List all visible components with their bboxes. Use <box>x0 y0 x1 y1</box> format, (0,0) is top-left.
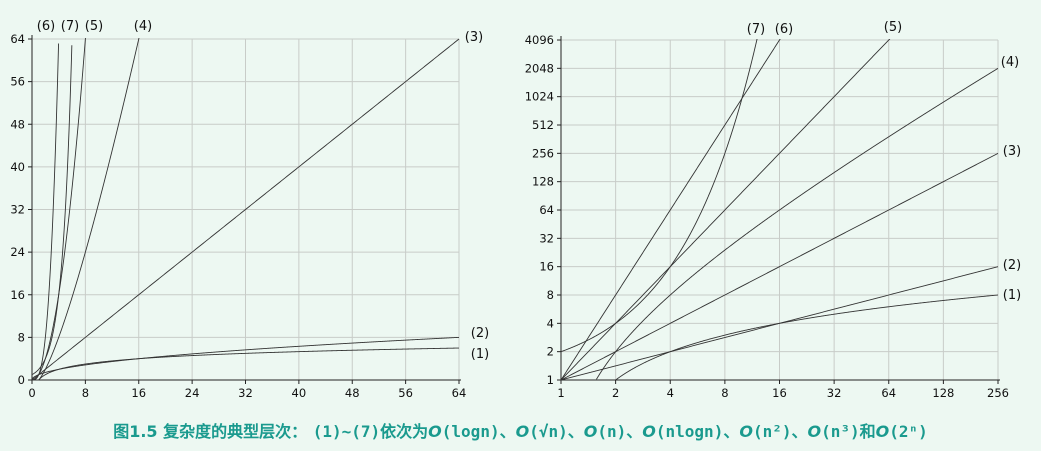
x-tick-label: 32 <box>238 386 253 400</box>
x-tick-label: 4 <box>667 386 674 400</box>
caption-big-o-7: O <box>876 422 890 441</box>
caption-big-o-6: O <box>808 422 822 441</box>
series-label: (6) <box>37 19 55 34</box>
caption-big-o-2: O <box>516 422 530 441</box>
series-label: (4) <box>134 19 152 34</box>
series-label: (3) <box>1003 144 1021 159</box>
y-tick-label: 1 <box>547 373 554 387</box>
x-tick-label: 2 <box>612 386 619 400</box>
curve-log2 <box>616 295 998 380</box>
y-tick-label: 48 <box>10 117 25 131</box>
caption-item-1: (logn) <box>442 422 500 441</box>
y-tick-label: 1024 <box>525 90 554 104</box>
x-tick-label: 24 <box>185 386 200 400</box>
y-tick-label: 32 <box>539 231 554 245</box>
caption-title: 复杂度的典型层次： <box>163 422 307 441</box>
curve-nlogn <box>596 68 998 379</box>
series-label: (7) <box>747 22 765 37</box>
y-tick-label: 8 <box>547 288 554 302</box>
y-tick-label: 64 <box>10 32 25 46</box>
series-label: (5) <box>85 19 103 34</box>
series-label: (3) <box>465 30 483 45</box>
caption-sep-5: 、 <box>791 422 807 441</box>
y-tick-label: 8 <box>18 330 25 344</box>
caption-item-7: (2ⁿ) <box>889 422 928 441</box>
x-tick-label: 16 <box>772 386 787 400</box>
y-tick-label: 2 <box>547 345 554 359</box>
caption-joiner: 依次为 <box>380 422 428 441</box>
caption-big-o-3: O <box>584 422 598 441</box>
y-tick-label: 4096 <box>525 33 554 47</box>
series-label: (7) <box>61 19 79 34</box>
y-tick-label: 128 <box>532 175 554 189</box>
caption-big-o-4: O <box>642 422 656 441</box>
x-tick-label: 256 <box>987 386 1009 400</box>
y-tick-label: 4 <box>547 316 554 330</box>
y-tick-label: 24 <box>10 245 25 259</box>
caption-item-6: (n³) <box>821 422 860 441</box>
x-tick-label: 16 <box>131 386 146 400</box>
y-tick-label: 40 <box>10 160 25 174</box>
caption-label: 图1.5 <box>113 422 157 441</box>
x-tick-label: 64 <box>452 386 467 400</box>
x-tick-label: 8 <box>721 386 728 400</box>
curve-n2 <box>561 38 890 380</box>
series-label: (1) <box>1003 288 1021 303</box>
y-tick-label: 256 <box>532 146 554 160</box>
caption-item-4: (nlogn) <box>656 422 723 441</box>
caption-item-2: (√n) <box>529 422 568 441</box>
y-tick-label: 56 <box>10 75 25 89</box>
caption-sep-3: 、 <box>626 422 642 441</box>
y-tick-label: 512 <box>532 118 554 132</box>
y-tick-label: 16 <box>539 260 554 274</box>
x-tick-label: 1 <box>557 386 564 400</box>
series-label: (5) <box>884 20 902 35</box>
y-tick-label: 0 <box>18 373 25 387</box>
series-label: (6) <box>775 22 793 37</box>
x-tick-label: 56 <box>398 386 413 400</box>
caption-sep-4: 、 <box>723 422 739 441</box>
y-tick-label: 16 <box>10 288 25 302</box>
caption-big-o-1: O <box>428 422 442 441</box>
caption-sep-1: 、 <box>500 422 516 441</box>
series-label: (4) <box>1001 55 1019 70</box>
x-tick-label: 64 <box>881 386 896 400</box>
x-tick-label: 8 <box>82 386 89 400</box>
curve-nlogn <box>32 31 140 380</box>
curve-n2 <box>32 30 86 380</box>
x-tick-label: 32 <box>827 386 842 400</box>
y-tick-label: 2048 <box>525 61 554 75</box>
caption-item-3: (n) <box>597 422 626 441</box>
figure-caption: 图1.5 复杂度的典型层次： (1)~(7)依次为O(logn)、O(√n)、O… <box>0 418 1041 442</box>
y-tick-label: 32 <box>10 203 25 217</box>
x-tick-label: 128 <box>932 386 954 400</box>
log-scale-chart: 1 2 4 8 16 32 64 128 256 1 2 4 8 16 32 64 128 256 512 1024 2… <box>525 20 1021 400</box>
caption-range: (1)~(7) <box>313 422 380 441</box>
caption-sep-2: 、 <box>568 422 584 441</box>
x-tick-label: 40 <box>292 386 307 400</box>
y-tick-label: 64 <box>539 203 554 217</box>
linear-scale-chart: 0 8 16 24 32 40 48 56 64 0 8 16 24 32 40 48 56 64 (1) (2) (3… <box>10 19 489 400</box>
x-tick-label: 0 <box>28 386 35 400</box>
series-label: (2) <box>471 326 489 341</box>
caption-big-o-5: O <box>739 422 753 441</box>
x-tick-label: 48 <box>345 386 360 400</box>
curve-n3 <box>32 44 59 380</box>
series-label: (1) <box>471 347 489 362</box>
series-label: (2) <box>1003 258 1021 273</box>
caption-item-5: (n²) <box>753 422 792 441</box>
caption-and: 和 <box>860 422 876 441</box>
